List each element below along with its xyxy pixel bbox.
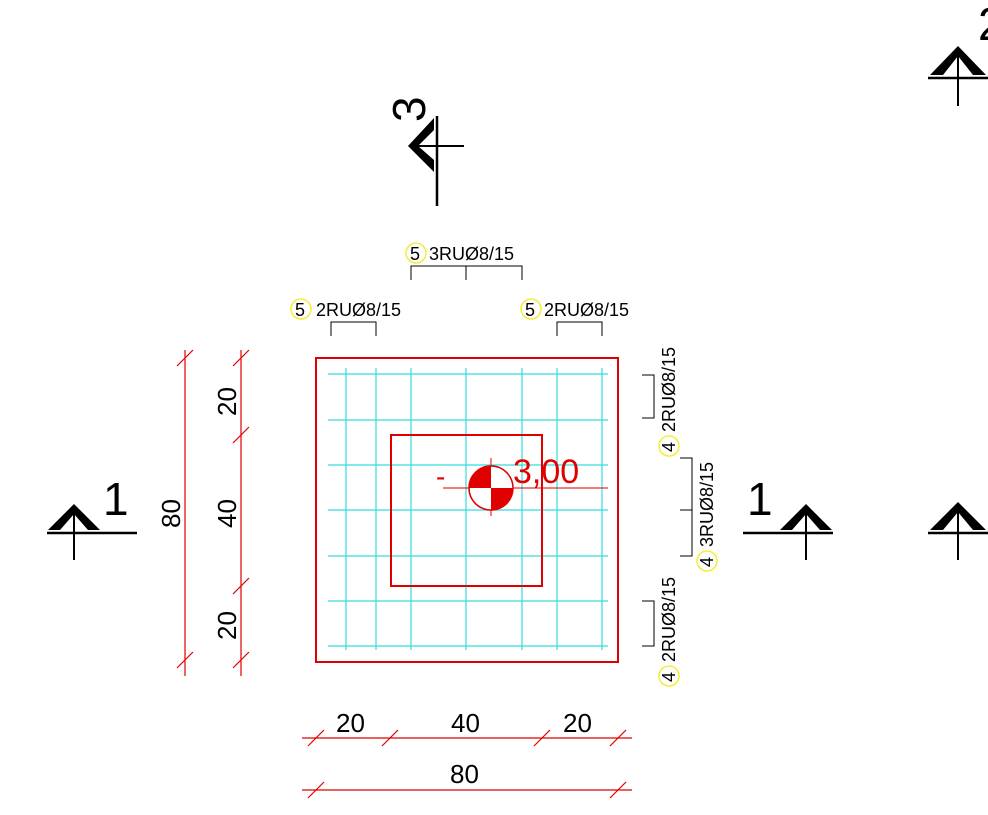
section-mark-top-right-number: 2 — [978, 0, 988, 50]
section-mark-top: 3 — [383, 96, 464, 206]
rebar-mesh — [328, 368, 608, 650]
bubble-number: 5 — [295, 300, 305, 320]
rebar-text: 3RUØ8/15 — [697, 462, 717, 547]
bubble-number: 5 — [525, 300, 535, 320]
dim-vertical-total: 80 — [156, 499, 186, 528]
rebar-label-top-left: 5 2RUØ8/15 — [290, 298, 401, 336]
dim-horizontal-part-right: 20 — [563, 708, 592, 738]
rebar-label-right-lower: 4 2RUØ8/15 — [642, 577, 680, 687]
rebar-text: 2RUØ8/15 — [659, 347, 679, 432]
level-value: 3,00 — [513, 453, 579, 491]
section-mark-right-number: 1 — [747, 473, 773, 525]
section-mark-right-partial — [928, 502, 988, 560]
bubble-number: 4 — [659, 672, 679, 682]
bubble-number: 5 — [410, 244, 420, 264]
rebar-label-right-middle: 4 3RUØ8/15 — [680, 457, 718, 572]
rebar-text: 2RUØ8/15 — [316, 300, 401, 320]
dim-horizontal-part-middle: 40 — [451, 708, 480, 738]
vertical-dimensions — [176, 349, 250, 676]
level-marker: - 3,00 — [436, 453, 608, 516]
dim-horizontal-part-left: 20 — [336, 708, 365, 738]
dim-vertical-part-top: 20 — [212, 387, 242, 416]
section-mark-right: 1 — [743, 473, 833, 560]
rebar-text: 2RUØ8/15 — [659, 577, 679, 662]
rebar-label-right-upper: 4 2RUØ8/15 — [642, 347, 680, 457]
rebar-text: 2RUØ8/15 — [544, 300, 629, 320]
rebar-label-top-center: 5 3RUØ8/15 — [405, 242, 523, 280]
section-mark-left-number: 1 — [103, 473, 129, 525]
dim-vertical-part-bottom: 20 — [212, 611, 242, 640]
section-mark-top-right-partial: 2 — [928, 0, 988, 106]
level-sign: - — [436, 461, 445, 492]
rebar-label-top-right: 5 2RUØ8/15 — [520, 298, 629, 336]
section-mark-left: 1 — [47, 473, 137, 560]
footing-outline — [315, 357, 619, 663]
section-mark-top-number: 3 — [383, 96, 435, 122]
horizontal-dimensions — [302, 729, 632, 799]
bubble-number: 4 — [659, 442, 679, 452]
column-outline — [390, 434, 543, 587]
rebar-text: 3RUØ8/15 — [429, 244, 514, 264]
bubble-number: 4 — [697, 557, 717, 567]
dim-vertical-part-middle: 40 — [212, 499, 242, 528]
dim-horizontal-total: 80 — [450, 759, 479, 789]
